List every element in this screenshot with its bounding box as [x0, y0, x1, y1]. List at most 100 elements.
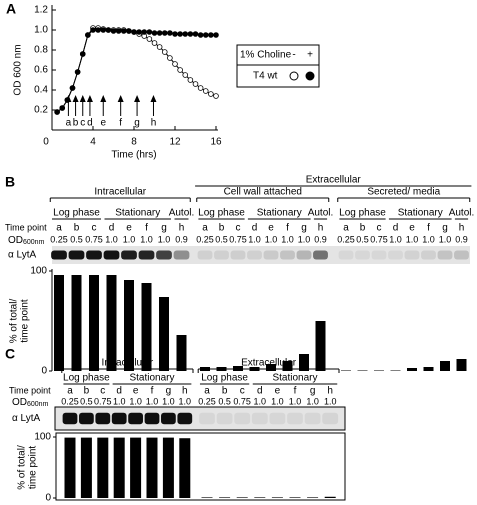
data-point: [167, 55, 173, 61]
lane-label: e: [126, 223, 132, 234]
bar: [236, 497, 248, 498]
od-label: 1.0: [158, 234, 171, 244]
bar: [271, 497, 283, 498]
panel-label: B: [5, 174, 15, 190]
panel-label: C: [5, 346, 15, 362]
blot-band: [247, 250, 262, 260]
data-point: [151, 40, 158, 46]
lane-label: e: [275, 386, 281, 397]
lane-label: b: [219, 223, 225, 234]
blot-band: [269, 412, 286, 425]
od-label: 0.9: [314, 234, 327, 244]
blot-band: [197, 250, 213, 260]
od-label: 1.0: [298, 234, 311, 244]
od-label: 0.75: [229, 234, 247, 244]
lane-label: f: [151, 386, 154, 397]
blot: [52, 246, 470, 264]
data-point: [213, 93, 219, 99]
data-point: [202, 88, 209, 94]
blot-band: [296, 250, 312, 260]
data-point: [182, 31, 189, 37]
blot-band: [121, 250, 137, 260]
bar: [201, 497, 213, 498]
blot-band: [251, 412, 268, 425]
time-point-label: Time point: [9, 385, 51, 395]
data-point: [74, 69, 81, 75]
blot-band: [404, 250, 420, 260]
lane-label: e: [133, 386, 139, 397]
phase-label: Log phase: [339, 208, 386, 219]
phase-label: Log phase: [198, 208, 245, 219]
lane-label: a: [202, 223, 208, 234]
blot-band: [156, 250, 172, 260]
y-tick-label: 0.8: [34, 45, 48, 56]
od-axis-label: OD600nm: [12, 397, 49, 408]
od-label: 1.0: [105, 234, 118, 244]
blot-band: [144, 412, 160, 425]
section-header: Cell wall attached: [224, 187, 302, 198]
lane-label: d: [116, 386, 122, 397]
lane-label: b: [74, 223, 80, 234]
phase-label: Autol.: [449, 208, 475, 219]
lane-label: h: [318, 223, 324, 234]
data-point: [197, 32, 204, 38]
phase-label: Stationary: [272, 373, 317, 384]
time-point-label: Time point: [5, 222, 47, 232]
x-axis-label: Time (hrs): [111, 150, 156, 161]
panel-label: A: [6, 1, 16, 17]
bar: [440, 361, 450, 371]
bar: [113, 437, 125, 498]
data-point: [208, 32, 214, 38]
bar: [97, 437, 109, 498]
od-label: 0.5: [70, 234, 83, 244]
od-label: 1.0: [265, 234, 278, 244]
bar: [162, 437, 174, 498]
arrow-head: [86, 95, 93, 102]
od-label: 1.0: [254, 396, 267, 406]
data-point: [172, 61, 178, 67]
y-tick-label: 0.2: [34, 105, 48, 116]
y-tick-label: 100: [30, 266, 47, 277]
blot-band: [177, 412, 193, 425]
data-point: [197, 85, 204, 91]
bar: [146, 437, 158, 498]
blot-band: [280, 250, 295, 260]
phase-label: Log phase: [53, 208, 100, 219]
blot-band: [68, 250, 85, 260]
lane-label: c: [100, 386, 105, 397]
data-point: [95, 27, 101, 33]
arrow-label: a: [66, 118, 72, 129]
lane-label: d: [257, 386, 263, 397]
lane-label: b: [84, 386, 90, 397]
y-tick-label: 100: [34, 432, 51, 443]
lane-label: e: [268, 223, 274, 234]
od-label: 0.25: [50, 234, 68, 244]
bar: [176, 335, 187, 371]
od-label: 1.0: [179, 396, 192, 406]
lane-label: a: [56, 223, 62, 234]
lane-label: h: [327, 386, 333, 397]
blot-band: [230, 250, 246, 260]
y-tick-label: 0.6: [34, 65, 48, 76]
data-point: [187, 31, 194, 37]
od-label: 0.25: [196, 234, 214, 244]
section-header: Secreted/ media: [367, 187, 440, 198]
od-label: 1.0: [271, 396, 284, 406]
arrow-label: h: [151, 118, 157, 129]
lane-label: g: [301, 223, 307, 234]
data-point: [79, 51, 86, 57]
arrow-head: [150, 95, 157, 102]
od-label: 1.0: [389, 234, 402, 244]
blot-band: [234, 412, 251, 425]
data-point: [115, 28, 122, 34]
data-point: [161, 49, 168, 55]
y-tick-label: 0.4: [34, 85, 48, 96]
data-point: [192, 31, 199, 37]
od-label: 1.0: [306, 396, 319, 406]
lane-label: b: [222, 386, 228, 397]
phase-label: Autol.: [308, 208, 334, 219]
y-axis-label: % of total/: [17, 445, 28, 490]
phase-label: Stationary: [115, 208, 160, 219]
arrow-label: g: [134, 118, 140, 129]
od-label: 0.9: [175, 234, 188, 244]
